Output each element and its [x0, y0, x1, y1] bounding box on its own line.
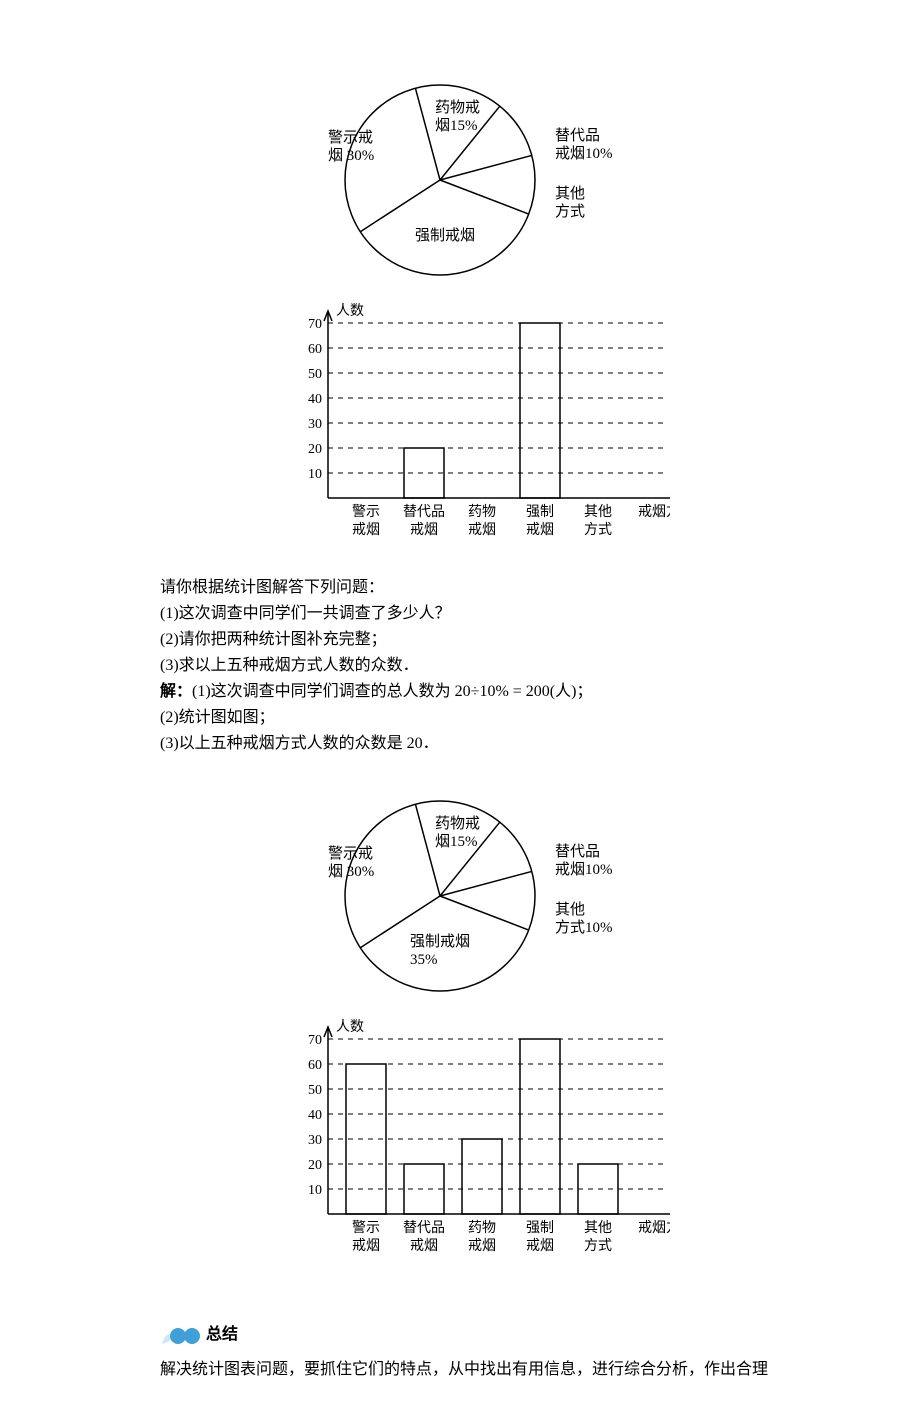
- svg-text:其他: 其他: [555, 185, 585, 202]
- svg-text:药物戒: 药物戒: [435, 815, 480, 832]
- svg-text:替代品: 替代品: [555, 843, 600, 860]
- svg-text:40: 40: [308, 1108, 322, 1123]
- svg-text:烟 30%: 烟 30%: [328, 863, 374, 880]
- svg-text:药物: 药物: [468, 1220, 496, 1236]
- svg-text:强制: 强制: [526, 1220, 554, 1236]
- svg-text:70: 70: [308, 317, 322, 332]
- svg-text:其他: 其他: [584, 504, 612, 520]
- svg-text:50: 50: [308, 367, 322, 382]
- svg-text:强制: 强制: [526, 504, 554, 520]
- svg-text:药物戒: 药物戒: [435, 99, 480, 116]
- svg-text:戒烟方式: 戒烟方式: [638, 1220, 670, 1236]
- svg-text:警示: 警示: [352, 1220, 380, 1236]
- summary-heading: 总结: [160, 1322, 238, 1348]
- svg-text:戒烟: 戒烟: [410, 522, 438, 538]
- question-2: (2)请你把两种统计图补充完整；: [160, 628, 820, 652]
- svg-text:20: 20: [308, 442, 322, 457]
- svg-text:人数: 人数: [336, 1019, 364, 1035]
- svg-text:方式: 方式: [584, 1238, 612, 1254]
- question-3: (3)求以上五种戒烟方式人数的众数．: [160, 654, 820, 678]
- pie-chart-2: 药物戒烟15% 替代品戒烟10% 其他方式10% 强制戒烟 35% 警示戒烟 30%: [280, 786, 640, 1006]
- svg-text:50: 50: [308, 1083, 322, 1098]
- svg-text:方式: 方式: [555, 203, 585, 220]
- svg-text:烟15%: 烟15%: [435, 117, 478, 134]
- answer-1-text: (1)这次调查中同学们调查的总人数为 20÷10% = 200(人)；: [192, 683, 592, 700]
- svg-text:方式: 方式: [584, 522, 612, 538]
- summary-line: 解决统计图表问题，要抓住它们的特点，从中找出有用信息，进行综合分析，作出合理: [160, 1358, 820, 1382]
- summary-title: 总结: [206, 1323, 238, 1347]
- question-block: 请你根据统计图解答下列问题： (1)这次调查中同学们一共调查了多少人？ (2)请…: [160, 576, 820, 756]
- svg-text:方式10%: 方式10%: [555, 919, 613, 936]
- svg-text:30: 30: [308, 1133, 322, 1148]
- svg-text:烟 30%: 烟 30%: [328, 147, 374, 164]
- svg-text:替代品: 替代品: [555, 127, 600, 144]
- svg-text:10: 10: [308, 1183, 322, 1198]
- svg-text:警示戒: 警示戒: [328, 129, 373, 146]
- svg-text:戒烟: 戒烟: [352, 522, 380, 538]
- svg-text:人数: 人数: [336, 303, 364, 319]
- svg-text:戒烟: 戒烟: [468, 1238, 496, 1254]
- svg-text:药物: 药物: [468, 504, 496, 520]
- svg-text:35%: 35%: [410, 952, 438, 968]
- figure-group-1: 药物戒烟15%替代品戒烟10%其他方式强制戒烟警示戒烟 30% 人数102030…: [280, 70, 820, 566]
- svg-text:烟15%: 烟15%: [435, 833, 478, 850]
- svg-text:戒烟: 戒烟: [468, 522, 496, 538]
- question-1: (1)这次调查中同学们一共调查了多少人？: [160, 602, 820, 626]
- pie-chart-1: 药物戒烟15% 替代品戒烟10% 其他方式强制戒烟 警示戒烟 30%: [280, 70, 640, 290]
- svg-text:70: 70: [308, 1033, 322, 1048]
- summary-dots-icon: [160, 1322, 204, 1348]
- svg-text:戒烟: 戒烟: [352, 1238, 380, 1254]
- svg-text:30: 30: [308, 417, 322, 432]
- answer-1: 解：(1)这次调查中同学们调查的总人数为 20÷10% = 200(人)；: [160, 680, 820, 704]
- answer-2: (2)统计图如图；: [160, 706, 820, 730]
- svg-text:40: 40: [308, 392, 322, 407]
- svg-text:60: 60: [308, 342, 322, 357]
- svg-text:警示: 警示: [352, 504, 380, 520]
- svg-text:其他: 其他: [584, 1220, 612, 1236]
- svg-text:戒烟: 戒烟: [526, 522, 554, 538]
- svg-text:强制戒烟: 强制戒烟: [410, 933, 470, 950]
- svg-text:警示戒: 警示戒: [328, 845, 373, 862]
- svg-text:替代品: 替代品: [403, 1220, 445, 1236]
- answer-label: 解：: [160, 683, 192, 700]
- figure-group-2: 药物戒烟15%替代品戒烟10%其他方式10%强制戒烟35%警示戒烟 30% 人数…: [280, 786, 820, 1282]
- svg-text:其他: 其他: [555, 901, 585, 918]
- svg-text:戒烟10%: 戒烟10%: [555, 861, 613, 878]
- question-intro: 请你根据统计图解答下列问题：: [160, 576, 820, 600]
- svg-text:替代品: 替代品: [403, 504, 445, 520]
- svg-text:强制戒烟: 强制戒烟: [415, 227, 475, 244]
- svg-text:戒烟: 戒烟: [526, 1238, 554, 1254]
- svg-text:戒烟方式: 戒烟方式: [638, 504, 670, 520]
- svg-text:20: 20: [308, 1158, 322, 1173]
- svg-text:戒烟10%: 戒烟10%: [555, 145, 613, 162]
- svg-text:60: 60: [308, 1058, 322, 1073]
- bar-chart-1: 人数 10 20 30 40 50 60 70 警示戒烟 替代品戒烟 药物戒烟 强制戒烟 其他方式 戒烟方…: [280, 298, 670, 558]
- answer-3: (3)以上五种戒烟方式人数的众数是 20．: [160, 732, 820, 756]
- svg-text:戒烟: 戒烟: [410, 1238, 438, 1254]
- svg-text:10: 10: [308, 467, 322, 482]
- bar-chart-2: 人数 10 20 30 40 50 60 70 警示戒烟 替代品戒烟 药物戒烟 强制戒烟 其他方式 戒烟方…: [280, 1014, 670, 1274]
